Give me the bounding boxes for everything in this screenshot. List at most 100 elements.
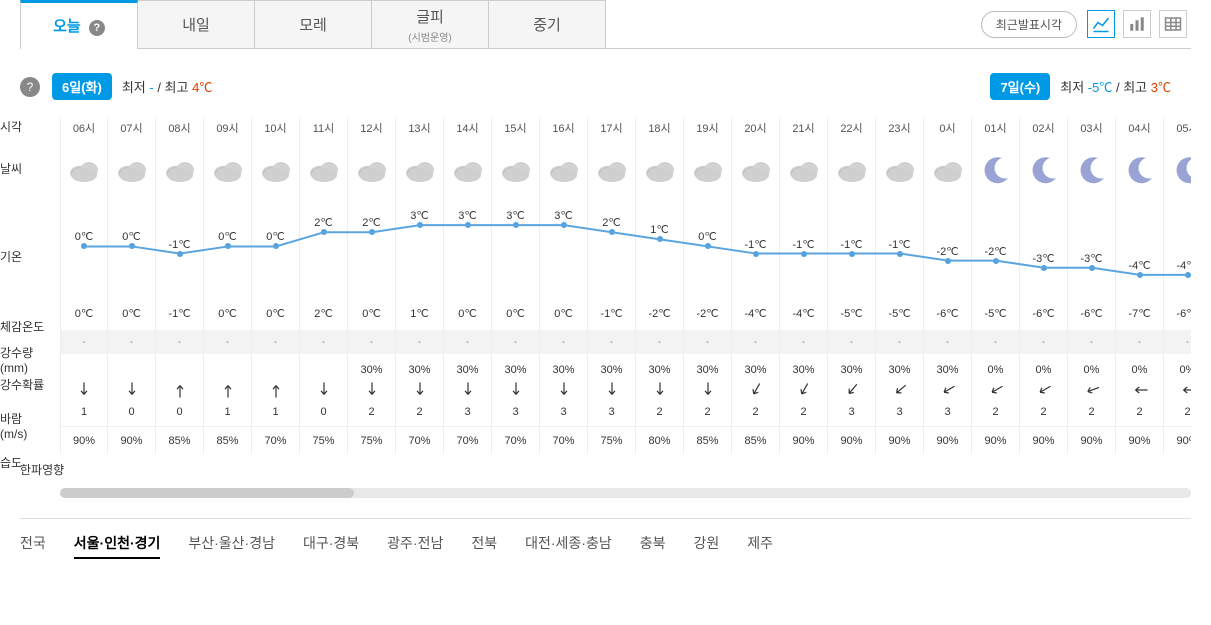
feelslike-cell: 0℃ [540, 300, 587, 328]
cloud-icon [594, 156, 630, 184]
feelslike-cell: 2℃ [300, 300, 347, 328]
wind-cell: 3 [492, 384, 539, 426]
region-tab[interactable]: 대구·경북 [303, 533, 359, 559]
hour-col: 22시-1℃-5℃-30%390% [828, 118, 876, 454]
hour-label: 15시 [492, 118, 539, 140]
humidity-cell: 90% [1020, 426, 1067, 454]
region-tab[interactable]: 제주 [747, 533, 773, 559]
view-table-button[interactable] [1159, 10, 1187, 38]
weather-cell [588, 140, 635, 200]
hour-col: 02시-3℃-6℃-0%290% [1020, 118, 1068, 454]
feelslike-cell: -6℃ [1020, 300, 1067, 328]
hour-col: 16시3℃0℃-30%370% [540, 118, 588, 454]
row-label-weather: 날씨 [0, 160, 22, 177]
view-linechart-button[interactable] [1087, 10, 1115, 38]
tab-내일[interactable]: 내일 [137, 0, 255, 48]
precip-cell: - [684, 330, 731, 354]
precip-cell: - [252, 330, 299, 354]
weather-cell [300, 140, 347, 200]
tab-오늘[interactable]: 오늘 ? [20, 0, 138, 48]
wind-cell: 1 [252, 384, 299, 426]
row-label-prob: 강수확률 [0, 376, 44, 393]
temp-cell: 0℃ [252, 200, 299, 300]
hour-col: 13시3℃1℃-30%270% [396, 118, 444, 454]
weather-cell [348, 140, 395, 200]
region-tab[interactable]: 대전·세종·충남 [525, 533, 612, 559]
hourly-grid-scroll[interactable]: 06시0℃0℃-190%07시0℃0℃-090%08시-1℃-1℃-085%09… [60, 118, 1191, 454]
hour-label: 04시 [1116, 118, 1163, 140]
precip-prob-cell [156, 356, 203, 384]
hour-label: 23시 [876, 118, 923, 140]
region-tab[interactable]: 충북 [640, 533, 666, 559]
hour-label: 16시 [540, 118, 587, 140]
latest-time-button[interactable]: 최근발표시각 [981, 11, 1077, 38]
precip-prob-cell: 30% [492, 356, 539, 384]
row-label-humid: 습도 [0, 454, 22, 471]
feelslike-cell: -6℃ [924, 300, 971, 328]
precip-cell: - [588, 330, 635, 354]
precip-prob-cell [252, 356, 299, 384]
humidity-cell: 75% [348, 426, 395, 454]
cloud-icon [354, 156, 390, 184]
cloud-icon [402, 156, 438, 184]
feelslike-cell: -5℃ [828, 300, 875, 328]
hour-col: 05시-4℃-6℃-0%290% [1164, 118, 1191, 454]
hour-label: 03시 [1068, 118, 1115, 140]
horizontal-scrollbar[interactable] [60, 488, 1191, 498]
weather-cell [1068, 140, 1115, 200]
region-tab[interactable]: 광주·전남 [387, 533, 443, 559]
cloud-icon [786, 156, 822, 184]
wind-arrow-icon [510, 381, 522, 399]
precip-cell: - [348, 330, 395, 354]
wind-arrow-icon [174, 381, 186, 399]
hour-col: 01시-2℃-5℃-0%290% [972, 118, 1020, 454]
region-tab[interactable]: 전북 [471, 533, 497, 559]
hour-label: 21시 [780, 118, 827, 140]
precip-cell: - [1020, 330, 1067, 354]
row-label-precip_mm: 강수량 (mm) [0, 344, 33, 375]
humidity-cell: 70% [252, 426, 299, 454]
row-label-wind: 바람 (m/s) [0, 410, 27, 441]
moon-icon [1124, 154, 1156, 186]
hour-label: 20시 [732, 118, 779, 140]
humidity-cell: 90% [1116, 426, 1163, 454]
hour-col: 0시-2℃-6℃-30%390% [924, 118, 972, 454]
wind-cell: 3 [588, 384, 635, 426]
hour-col: 06시0℃0℃-190% [60, 118, 108, 454]
weather-cell [924, 140, 971, 200]
humidity-cell: 70% [444, 426, 491, 454]
row-label-feel: 체감온도 [0, 318, 44, 335]
hour-label: 0시 [924, 118, 971, 140]
feelslike-cell: 1℃ [396, 300, 443, 328]
precip-cell: - [828, 330, 875, 354]
tab-중기[interactable]: 중기 [488, 0, 606, 48]
hour-col: 23시-1℃-5℃-30%390% [876, 118, 924, 454]
view-barchart-button[interactable] [1123, 10, 1151, 38]
weather-cell [1164, 140, 1191, 200]
cloud-icon [450, 156, 486, 184]
region-tab[interactable]: 전국 [20, 533, 46, 559]
wind-cell: 1 [204, 384, 251, 426]
hour-col: 08시-1℃-1℃-085% [156, 118, 204, 454]
wind-arrow-icon [126, 381, 138, 399]
table-icon [1164, 15, 1182, 33]
temp-cell: 3℃ [492, 200, 539, 300]
cloud-icon [258, 156, 294, 184]
tab-모레[interactable]: 모레 [254, 0, 372, 48]
weather-cell [828, 140, 875, 200]
precip-cell: - [300, 330, 347, 354]
help-icon[interactable]: ? [20, 77, 40, 97]
feelslike-cell: 0℃ [61, 300, 107, 328]
humidity-cell: 75% [300, 426, 347, 454]
wind-cell: 3 [540, 384, 587, 426]
feelslike-cell: -1℃ [588, 300, 635, 328]
feelslike-cell: -4℃ [780, 300, 827, 328]
hour-label: 02시 [1020, 118, 1067, 140]
hour-col: 20시-1℃-4℃-30%285% [732, 118, 780, 454]
region-tab[interactable]: 서울·인천·경기 [74, 533, 161, 559]
row-label-temp: 기온 [0, 248, 22, 265]
region-tab[interactable]: 부산·울산·경남 [188, 533, 275, 559]
feelslike-cell: -2℃ [636, 300, 683, 328]
region-tab[interactable]: 강원 [694, 533, 720, 559]
tab-글피[interactable]: 글피(시범운영) [371, 0, 489, 48]
